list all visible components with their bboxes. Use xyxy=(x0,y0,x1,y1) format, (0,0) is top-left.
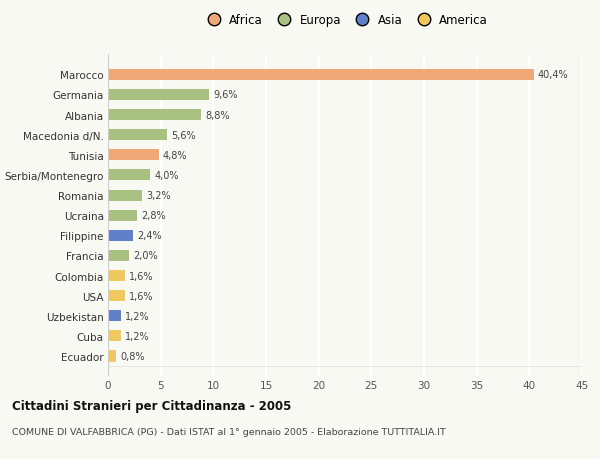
Bar xyxy=(108,230,133,241)
Text: 2,0%: 2,0% xyxy=(133,251,158,261)
Bar xyxy=(108,311,121,322)
Text: 4,0%: 4,0% xyxy=(154,171,179,180)
Bar xyxy=(108,190,142,201)
Text: 9,6%: 9,6% xyxy=(214,90,238,100)
Bar xyxy=(108,330,121,341)
Text: 4,8%: 4,8% xyxy=(163,151,187,161)
Text: 5,6%: 5,6% xyxy=(171,130,196,140)
Bar xyxy=(108,130,167,141)
Text: 40,4%: 40,4% xyxy=(538,70,568,80)
Text: 0,8%: 0,8% xyxy=(121,351,145,361)
Text: 1,6%: 1,6% xyxy=(129,271,154,281)
Bar xyxy=(108,291,125,302)
Text: 2,4%: 2,4% xyxy=(137,231,162,241)
Text: 8,8%: 8,8% xyxy=(205,110,229,120)
Text: Cittadini Stranieri per Cittadinanza - 2005: Cittadini Stranieri per Cittadinanza - 2… xyxy=(12,399,292,412)
Text: 1,2%: 1,2% xyxy=(125,311,149,321)
Text: 3,2%: 3,2% xyxy=(146,190,170,201)
Text: COMUNE DI VALFABBRICA (PG) - Dati ISTAT al 1° gennaio 2005 - Elaborazione TUTTIT: COMUNE DI VALFABBRICA (PG) - Dati ISTAT … xyxy=(12,427,446,436)
Bar xyxy=(108,70,533,81)
Bar xyxy=(108,210,137,221)
Text: 2,8%: 2,8% xyxy=(142,211,166,221)
Bar xyxy=(108,270,125,281)
Text: 1,6%: 1,6% xyxy=(129,291,154,301)
Bar xyxy=(108,170,150,181)
Bar xyxy=(108,150,158,161)
Text: 1,2%: 1,2% xyxy=(125,331,149,341)
Bar xyxy=(108,351,116,362)
Bar xyxy=(108,90,209,101)
Bar xyxy=(108,250,129,262)
Bar xyxy=(108,110,200,121)
Legend: Africa, Europa, Asia, America: Africa, Europa, Asia, America xyxy=(202,14,488,28)
